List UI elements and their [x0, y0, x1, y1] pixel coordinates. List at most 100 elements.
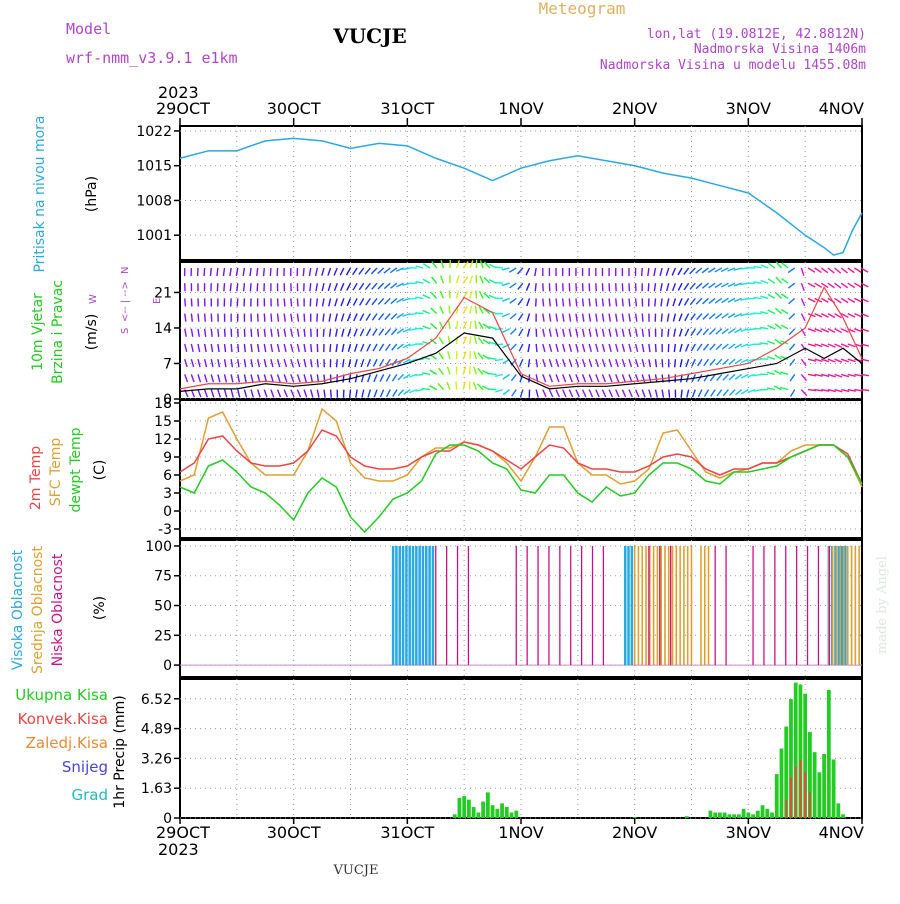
wind-arrow: [536, 344, 537, 352]
conv-precip-bar: [790, 778, 792, 818]
precip-legend-conv: Konvek.Kisa: [18, 710, 108, 728]
footer-station: VUCJE: [333, 863, 379, 878]
wind-arrow: [316, 298, 317, 306]
wind-arrow: [323, 314, 324, 322]
cloud-ytick-label: 75: [154, 569, 172, 585]
compass-west: W: [88, 294, 99, 304]
wind-arrow: [649, 329, 650, 337]
total-precip-bar: [718, 813, 722, 818]
wind-arrow: [488, 373, 496, 374]
top-time-label: 1NOV: [498, 99, 543, 118]
total-precip-bar: [813, 752, 817, 818]
wind-arrow: [291, 298, 292, 306]
wind-arrow: [244, 344, 245, 352]
pressure-ytick-label: 1001: [136, 228, 172, 244]
wind-arrow: [861, 390, 869, 391]
precip-ytick-label: 0: [163, 811, 172, 827]
wind-arrow: [456, 382, 457, 390]
wind-arrow: [760, 359, 768, 360]
bottom-time-label: 4NOV: [819, 823, 864, 842]
temp-ytick-label: 3: [163, 486, 172, 502]
wind-arrow: [218, 329, 219, 337]
wind-arrow: [185, 298, 186, 306]
top-time-label: 30OCT: [267, 99, 321, 118]
total-precip-bar: [737, 814, 741, 818]
wind-arrow: [656, 359, 657, 367]
wind-arrow: [457, 336, 458, 344]
elevation-text: Nadmorska Visina 1406m: [694, 42, 866, 57]
cloud-ytick-label: 100: [145, 539, 172, 555]
top-time-label: 2NOV: [612, 99, 657, 118]
wind-arrow: [217, 268, 218, 276]
total-precip-bar: [453, 814, 457, 818]
total-precip-bar: [476, 813, 480, 818]
wind-arrow: [297, 314, 298, 322]
wind-unit: (m/s): [84, 314, 100, 351]
wind-arrow: [476, 290, 477, 298]
wind-arrow: [569, 298, 570, 306]
wind-arrow: [675, 359, 676, 367]
wind-arrow: [681, 390, 682, 398]
total-precip-bar: [495, 809, 499, 818]
conv-precip-bar: [804, 772, 806, 818]
wind-arrow: [470, 351, 471, 359]
wind-arrow: [331, 390, 332, 398]
wind-arrow: [310, 283, 311, 291]
product-title: Meteogram: [539, 0, 626, 18]
wind-arrow: [415, 374, 423, 375]
total-precip-bar: [751, 814, 755, 818]
precip-ytick-label: 3.26: [141, 751, 172, 767]
wind-arrow: [323, 329, 324, 337]
temp-ylabel2: SFC Temp: [48, 438, 64, 507]
wind-arrow: [642, 268, 643, 276]
bottom-time-label: 30OCT: [267, 823, 321, 842]
wind-arrow: [760, 343, 768, 344]
total-precip-bar: [817, 772, 821, 818]
wind-arrow: [415, 313, 423, 314]
wind-arrow: [211, 329, 212, 337]
wind-arrow: [210, 268, 211, 276]
temp-ytick-label: -3: [158, 522, 172, 538]
wind-arrow: [669, 390, 670, 398]
pressure-ytick-label: 1008: [136, 193, 172, 209]
precip-legend-hail: Grad: [71, 786, 108, 804]
total-precip-bar: [765, 809, 769, 818]
total-precip-bar: [633, 817, 637, 818]
bottom-time-label: 2NOV: [612, 823, 657, 842]
wind-arrow: [231, 344, 232, 352]
wind-arrow: [337, 359, 338, 367]
precip-ylabel: 1hr Precip (mm): [112, 695, 128, 808]
total-precip-bar: [467, 800, 471, 818]
pressure-ylabel: Pritisak na nivou mora: [32, 115, 48, 272]
total-precip-bar: [514, 811, 518, 818]
wind-arrow: [449, 306, 450, 314]
top-time-label: 3NOV: [726, 99, 771, 118]
total-precip-bar: [756, 811, 760, 818]
cloud-ylabel2: Srednja Oblacnost: [30, 546, 46, 674]
total-precip-bar: [770, 813, 774, 818]
wind-arrow: [270, 268, 271, 276]
conv-precip-bar: [795, 767, 797, 818]
wind-arrow: [191, 314, 192, 322]
total-precip-bar: [775, 774, 779, 818]
cloud-ytick-label: 0: [163, 658, 172, 674]
wind-arrow: [350, 390, 351, 398]
wind-arrow: [317, 359, 318, 367]
wind-arrow: [198, 314, 199, 322]
temp-ylabel1: 2m Temp: [28, 446, 44, 510]
total-precip-bar: [742, 809, 746, 818]
wind-arrow: [237, 298, 238, 306]
wind-arrow: [549, 298, 550, 306]
conv-precip-bar: [809, 792, 811, 818]
total-precip-bar: [827, 690, 831, 818]
wind-arrow: [470, 336, 471, 344]
conv-precip-bar: [785, 800, 787, 818]
top-time-label: 31OCT: [380, 99, 434, 118]
wind-arrow: [238, 344, 239, 352]
precip-panel: 6.524.893.261.630: [141, 679, 862, 827]
model-label: Model: [66, 20, 111, 38]
wind-arrow: [609, 298, 610, 306]
credit-text: made by Angel: [875, 556, 890, 654]
wind-arrow: [303, 268, 304, 276]
